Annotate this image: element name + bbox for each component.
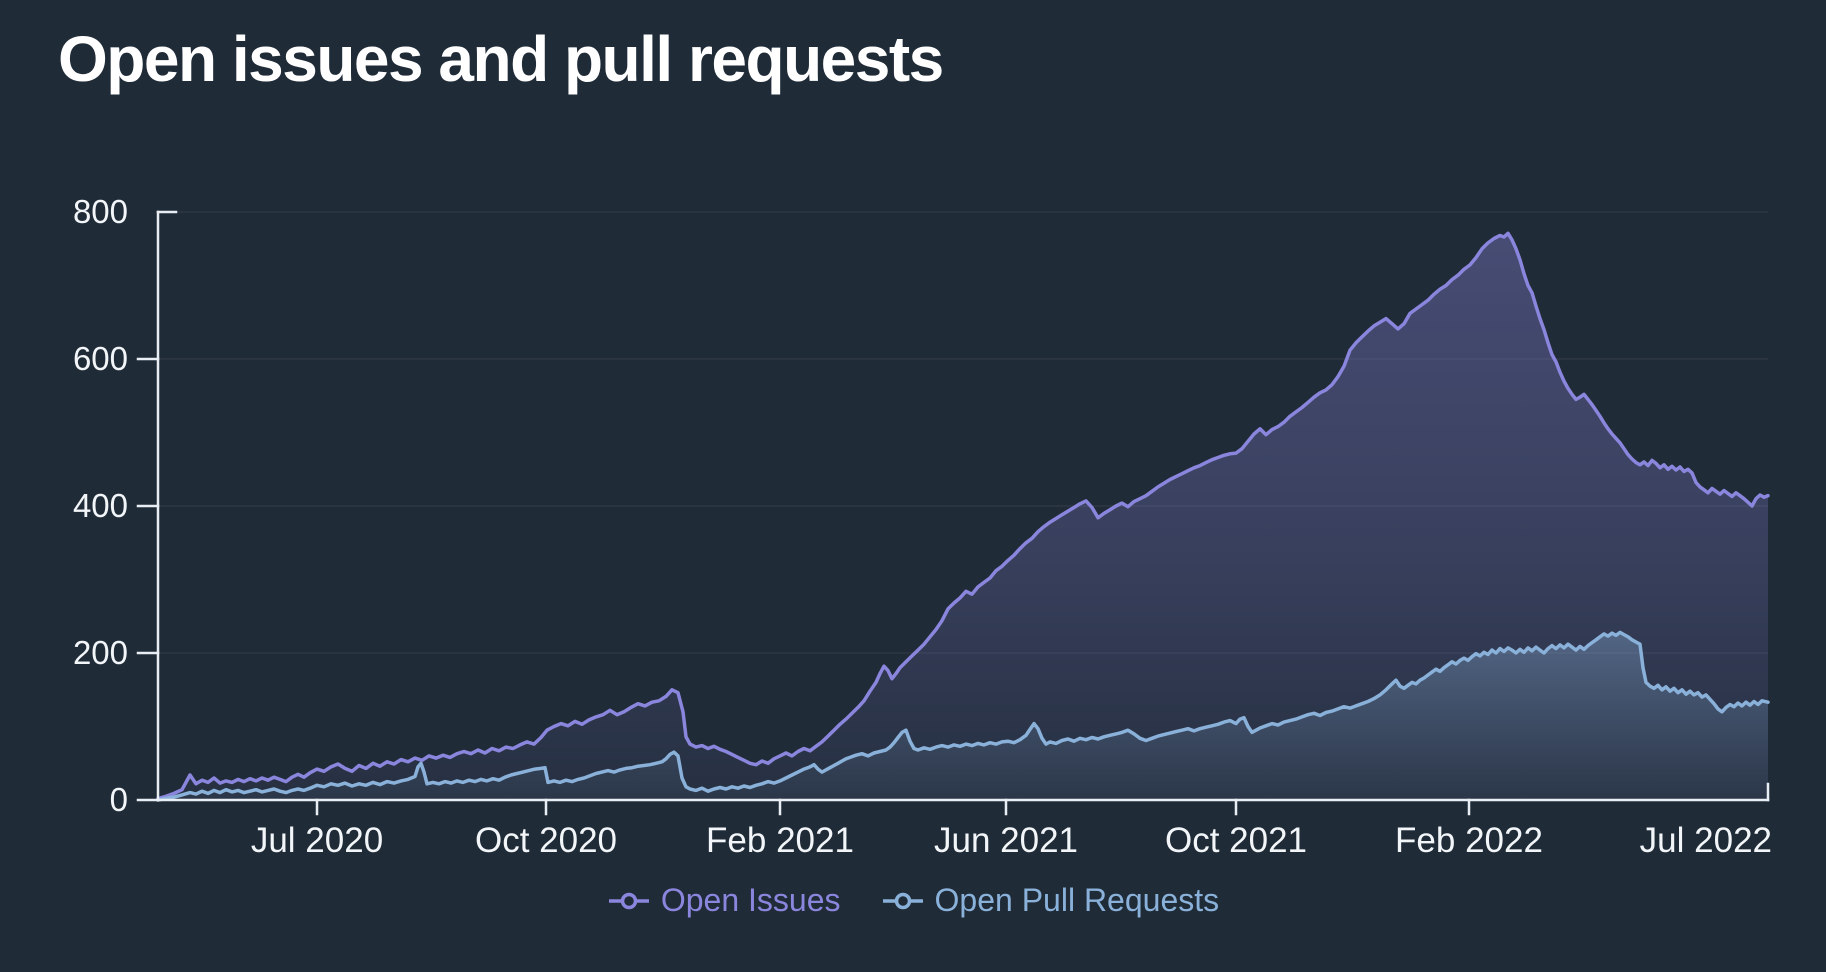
legend-item-open-issues[interactable]: Open Issues — [607, 882, 841, 919]
y-axis-label-800: 800 — [73, 193, 128, 230]
y-axis-label-600: 600 — [73, 340, 128, 377]
x-axis-label: Feb 2021 — [706, 821, 854, 860]
y-axis-labels: 0 200 400 600 800 — [73, 193, 128, 818]
legend-marker-open-issues-icon — [608, 892, 649, 909]
legend-label-open-issues: Open Issues — [660, 882, 841, 918]
open-issues-area — [158, 233, 1768, 801]
chart-legend: Open Issues Open Pull Requests — [0, 882, 1826, 919]
x-axis-labels: Jul 2020 Oct 2020 Feb 2021 Jun 2021 Oct 2021… — [251, 821, 1772, 860]
x-axis-label: Oct 2020 — [475, 821, 617, 860]
x-axis-label: Jun 2021 — [934, 821, 1078, 860]
chart-title: Open issues and pull requests — [58, 23, 944, 95]
legend-item-open-pull-requests[interactable]: Open Pull Requests — [881, 882, 1220, 919]
x-axis-label: Jul 2022 — [1640, 821, 1772, 860]
x-axis-label: Feb 2022 — [1395, 821, 1543, 860]
x-axis-label: Jul 2020 — [251, 821, 383, 860]
y-axis-label-0: 0 — [110, 781, 128, 818]
open-pull-requests-area — [158, 632, 1768, 800]
y-axis-label-400: 400 — [73, 487, 128, 524]
y-axis-label-200: 200 — [73, 634, 128, 671]
axes — [136, 210, 1770, 816]
open-issues-line — [156, 231, 1770, 801]
x-axis-label: Oct 2021 — [1165, 821, 1307, 860]
legend-marker-open-pull-requests-icon — [882, 892, 923, 909]
open-pull-requests-line — [156, 630, 1770, 802]
legend-label-open-pull-requests: Open Pull Requests — [934, 882, 1220, 918]
